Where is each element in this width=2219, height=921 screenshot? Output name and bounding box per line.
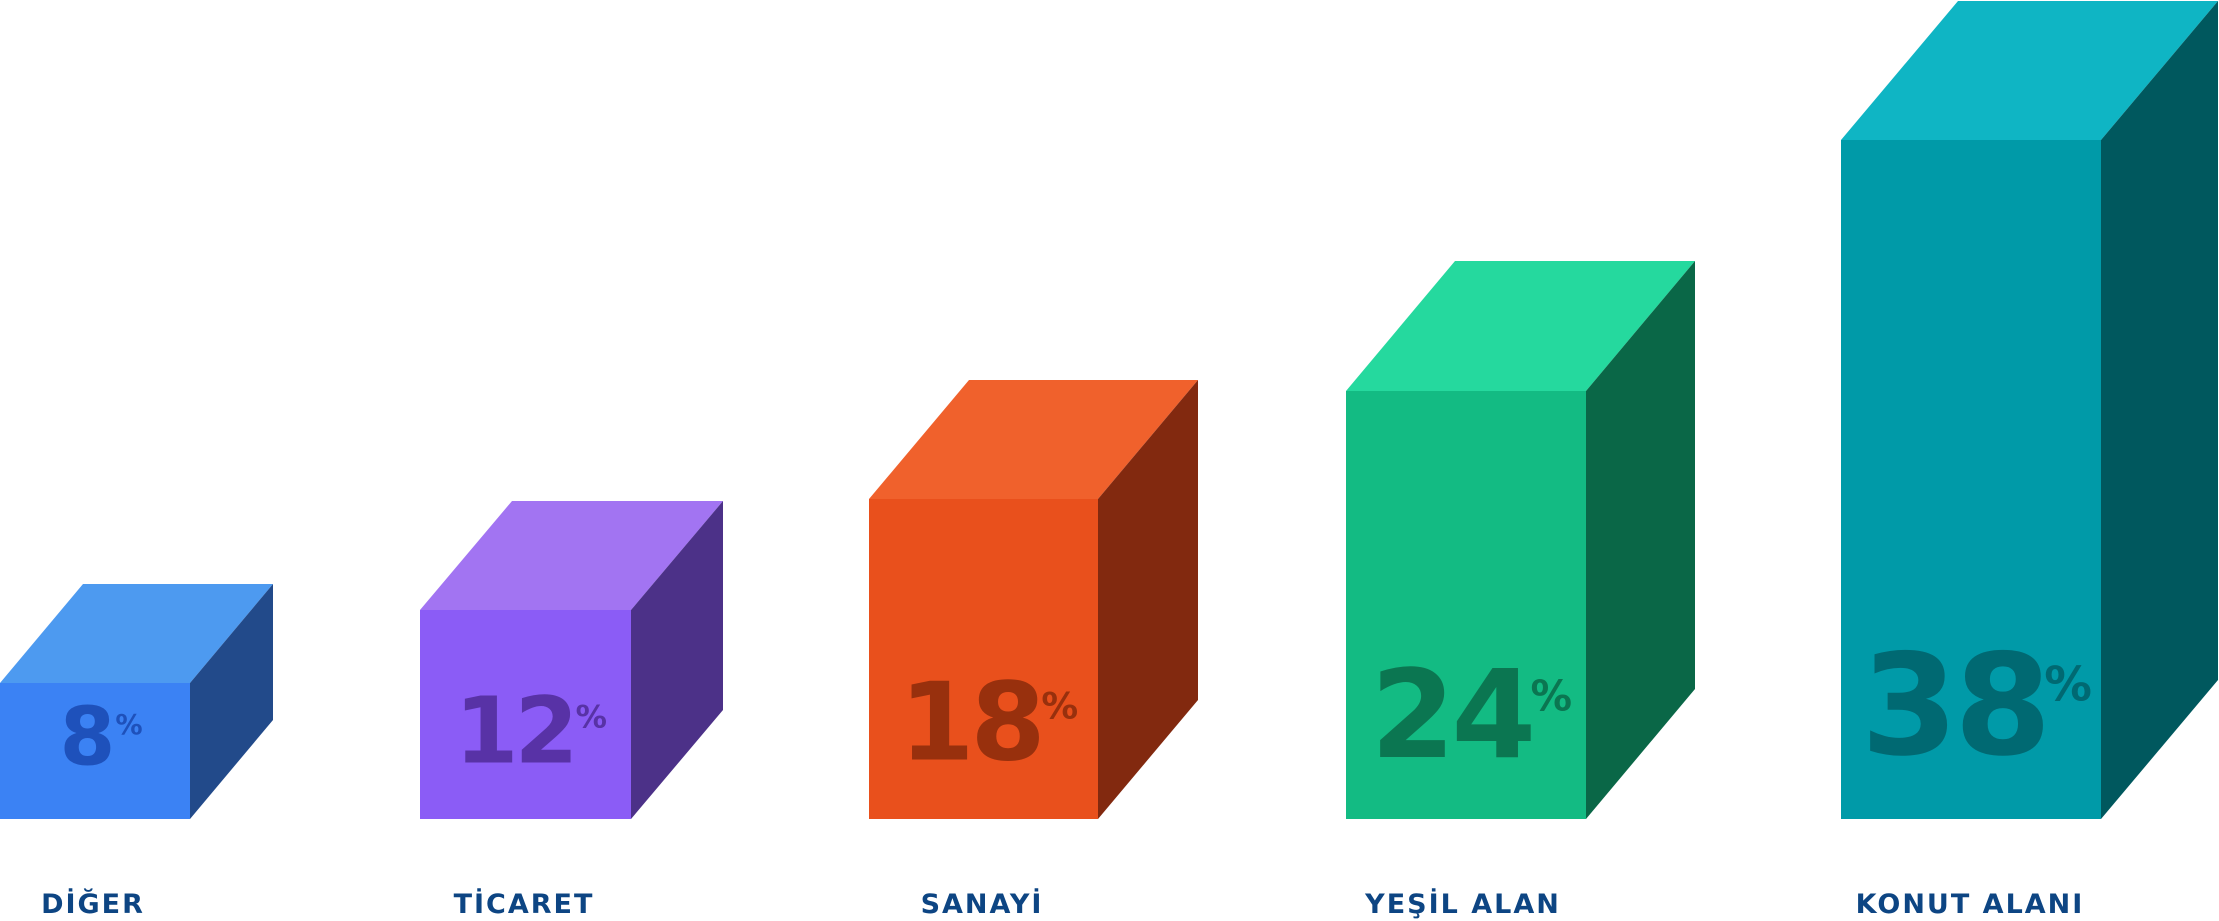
value-label: 18: [899, 661, 1041, 786]
bar-front-face: [869, 499, 1098, 819]
bar-side-face: [1586, 261, 1695, 819]
bar-front-face: [420, 610, 631, 819]
category-label: DİĞER: [41, 888, 145, 920]
percent-sign: %: [576, 699, 607, 735]
value-label: 12: [454, 677, 574, 784]
bar-front-face: [0, 683, 190, 819]
value-label: 8: [60, 691, 112, 784]
percent-sign: %: [115, 710, 142, 741]
value-label: 24: [1370, 644, 1532, 786]
bar-group: 38% KONUT ALANI: [1841, 1, 2218, 920]
percent-sign: %: [1531, 672, 1573, 721]
bar-front-face: [1841, 140, 2101, 819]
category-label: YEŞİL ALAN: [1364, 888, 1561, 920]
value-label: 38: [1861, 625, 2048, 788]
bar-top-face: [0, 584, 273, 683]
bar-side-face: [190, 584, 273, 819]
bar-side-face: [1098, 380, 1198, 819]
bar-side-face: [631, 501, 723, 819]
percent-sign: %: [1041, 685, 1078, 728]
category-label: SANAYİ: [921, 888, 1044, 920]
bar-top-face: [420, 501, 723, 610]
bar-group: 24% YEŞİL ALAN: [1346, 261, 1695, 920]
percent-sign: %: [2044, 658, 2092, 713]
bar-top-face: [1346, 261, 1695, 391]
bar-group: 12 % TİCARET: [420, 501, 723, 920]
category-label: TİCARET: [454, 888, 595, 920]
bar-top-face: [1841, 1, 2218, 140]
bar-group: 8 % DİĞER: [0, 584, 273, 920]
bar-front-face: [1346, 391, 1586, 819]
category-label: KONUT ALANI: [1856, 889, 2085, 920]
bar-top-face: [869, 380, 1198, 499]
bar-side-face: [2101, 1, 2218, 819]
bar-group: 18 % SANAYİ: [869, 380, 1198, 920]
